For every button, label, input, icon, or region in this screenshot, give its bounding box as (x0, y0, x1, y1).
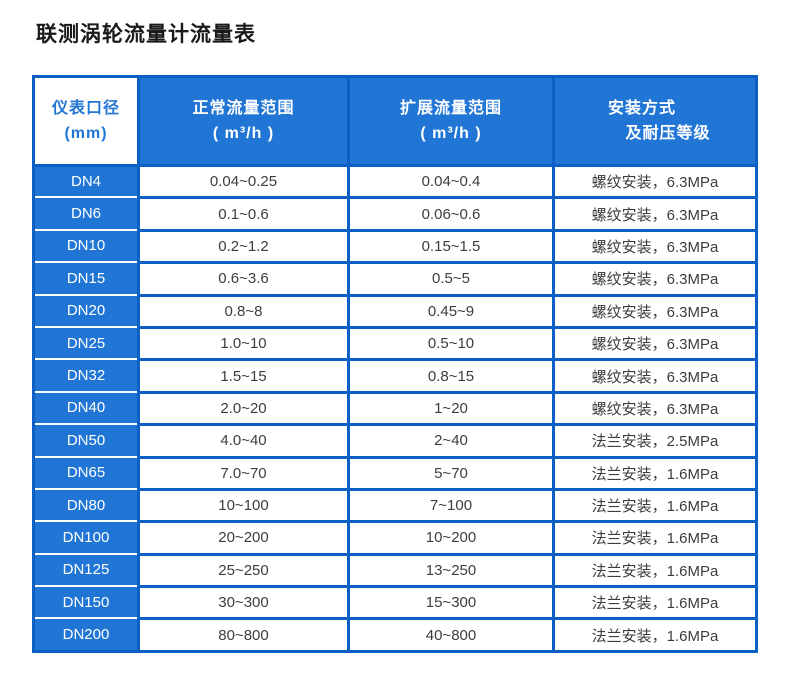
extended-range-cell: 0.04~0.4 (347, 164, 552, 197)
diameter-cell: DN100 (35, 520, 137, 553)
extended-range-cell: 7~100 (347, 487, 552, 521)
header-cell-diameter: 仪表口径 (mm) (35, 78, 137, 164)
header-label: 正常流量范围 (192, 100, 295, 117)
header-sublabel: ( m³/h ) (420, 125, 482, 142)
header-cell-installation: 安装方式 及耐压等级 (552, 78, 755, 164)
installation-cell: 螺纹安装，6.3MPa (552, 196, 755, 229)
diameter-cell: DN10 (35, 228, 137, 262)
extended-range-cell: 13~250 (347, 552, 552, 586)
header-sublabel: 及耐压等级 (625, 125, 711, 142)
diameter-cell: DN20 (35, 293, 137, 326)
installation-cell: 螺纹安装，6.3MPa (552, 325, 755, 359)
normal-range-cell: 2.0~20 (137, 390, 347, 424)
installation-cell: 法兰安装，1.6MPa (552, 552, 755, 586)
header-cell-normal-range: 正常流量范围 ( m³/h ) (137, 78, 347, 164)
extended-range-cell: 2~40 (347, 423, 552, 456)
installation-cell: 法兰安装，2.5MPa (552, 423, 755, 456)
normal-range-cell: 0.1~0.6 (137, 196, 347, 229)
installation-cell: 法兰安装，1.6MPa (552, 455, 755, 488)
extended-range-cell: 15~300 (347, 585, 552, 618)
page-title: 联测涡轮流量计流量表 (36, 23, 256, 46)
header-label: 扩展流量范围 (399, 100, 502, 117)
header-label: 仪表口径 (51, 100, 120, 117)
diameter-cell: DN32 (35, 358, 137, 391)
installation-cell: 法兰安装，1.6MPa (552, 585, 755, 618)
extended-range-cell: 0.5~10 (347, 325, 552, 359)
normal-range-cell: 20~200 (137, 520, 347, 553)
diameter-cell: DN6 (35, 196, 137, 229)
installation-cell: 螺纹安装，6.3MPa (552, 261, 755, 294)
normal-range-cell: 1.0~10 (137, 325, 347, 359)
extended-range-cell: 0.15~1.5 (347, 228, 552, 262)
installation-cell: 螺纹安装，6.3MPa (552, 228, 755, 262)
diameter-cell: DN4 (35, 164, 137, 197)
diameter-cell: DN125 (35, 552, 137, 586)
extended-range-cell: 0.06~0.6 (347, 196, 552, 229)
installation-cell: 螺纹安装，6.3MPa (552, 358, 755, 391)
extended-range-cell: 10~200 (347, 520, 552, 553)
header-cell-extended-range: 扩展流量范围 ( m³/h ) (347, 78, 552, 164)
extended-range-cell: 0.45~9 (347, 293, 552, 326)
extended-range-cell: 40~800 (347, 617, 552, 650)
header-sublabel: (mm) (64, 125, 108, 142)
diameter-cell: DN50 (35, 423, 137, 456)
installation-cell: 螺纹安装，6.3MPa (552, 164, 755, 197)
normal-range-cell: 10~100 (137, 487, 347, 521)
normal-range-cell: 80~800 (137, 617, 347, 650)
diameter-cell: DN200 (35, 617, 137, 650)
flow-rate-table: 仪表口径 (mm) 正常流量范围 ( m³/h ) 扩展流量范围 ( m³/h … (32, 75, 758, 653)
extended-range-cell: 0.5~5 (347, 261, 552, 294)
diameter-cell: DN15 (35, 261, 137, 294)
installation-cell: 螺纹安装，6.3MPa (552, 390, 755, 424)
normal-range-cell: 0.04~0.25 (137, 164, 347, 197)
diameter-cell: DN80 (35, 487, 137, 521)
diameter-cell: DN150 (35, 585, 137, 618)
normal-range-cell: 7.0~70 (137, 455, 347, 488)
diameter-cell: DN65 (35, 455, 137, 488)
diameter-cell: DN25 (35, 325, 137, 359)
installation-cell: 法兰安装，1.6MPa (552, 520, 755, 553)
extended-range-cell: 5~70 (347, 455, 552, 488)
diameter-cell: DN40 (35, 390, 137, 424)
header-sublabel: ( m³/h ) (212, 125, 275, 142)
normal-range-cell: 25~250 (137, 552, 347, 586)
header-label: 安装方式 (607, 100, 676, 117)
normal-range-cell: 0.6~3.6 (137, 261, 347, 294)
installation-cell: 螺纹安装，6.3MPa (552, 293, 755, 326)
extended-range-cell: 0.8~15 (347, 358, 552, 391)
extended-range-cell: 1~20 (347, 390, 552, 424)
normal-range-cell: 4.0~40 (137, 423, 347, 456)
normal-range-cell: 1.5~15 (137, 358, 347, 391)
installation-cell: 法兰安装，1.6MPa (552, 617, 755, 650)
normal-range-cell: 0.8~8 (137, 293, 347, 326)
normal-range-cell: 30~300 (137, 585, 347, 618)
normal-range-cell: 0.2~1.2 (137, 228, 347, 262)
installation-cell: 法兰安装，1.6MPa (552, 487, 755, 521)
